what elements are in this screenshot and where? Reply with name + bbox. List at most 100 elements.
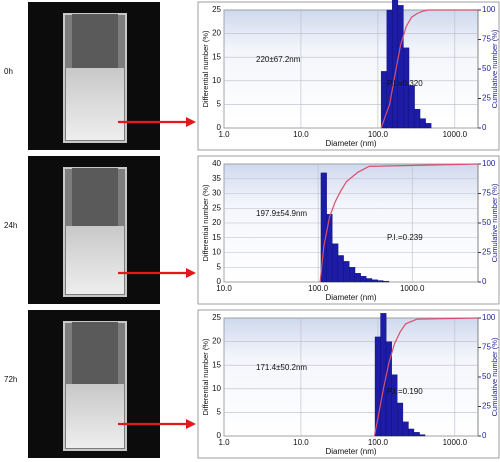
y2-tick-label: 25 (482, 94, 491, 103)
arrow-head (186, 419, 196, 429)
x-tick-label: 1000.0 (443, 438, 468, 447)
x-tick-label: 100.0 (308, 284, 329, 293)
pdi-label: P.I.=0.190 (387, 387, 423, 396)
y-axis-title: Differential number (%) (201, 338, 210, 415)
y-axis-title: Differential number (%) (201, 30, 210, 107)
x-tick-label: 10.0 (293, 438, 309, 447)
y2-tick-label: 100 (482, 5, 496, 14)
bar (402, 421, 409, 437)
bar (408, 85, 415, 129)
bar (360, 275, 367, 283)
size-label: 197.9±54.9nm (256, 209, 307, 218)
x-tick-label: 100.0 (368, 438, 389, 447)
x-tick-label: 10.0 (293, 130, 309, 139)
bar (366, 278, 373, 283)
y-tick-label: 0 (217, 123, 222, 132)
arrow-head (186, 268, 196, 278)
cumulative-line (373, 317, 479, 437)
y-tick-label: 25 (212, 5, 221, 14)
x-tick-label: 1000.0 (443, 130, 468, 139)
x-axis-title: Diameter (nm) (325, 447, 376, 456)
x-axis-title: Diameter (nm) (325, 139, 376, 148)
y-tick-label: 10 (212, 384, 221, 393)
y2-tick-label: 50 (482, 372, 491, 381)
bar (349, 267, 356, 283)
liquid (66, 226, 124, 294)
bar (337, 255, 344, 283)
bar (326, 213, 333, 283)
y2-tick-label: 0 (482, 431, 487, 440)
bar (425, 123, 432, 129)
size-label: 171.4±50.2nm (256, 363, 307, 372)
y2-tick-label: 25 (482, 402, 491, 411)
bar (371, 279, 378, 283)
y-tick-label: 15 (212, 52, 221, 61)
y2-axis-title: Cumulative number (%) (490, 337, 499, 416)
bar (419, 434, 426, 437)
pdi-label: P.I.=0.239 (387, 233, 423, 242)
arrow-head (186, 117, 196, 127)
cumulative-line (380, 9, 478, 129)
y2-tick-label: 0 (482, 123, 487, 132)
plot-area (223, 9, 479, 129)
bar (397, 5, 404, 129)
y-tick-label: 0 (217, 431, 222, 440)
y2-tick-label: 75 (482, 35, 491, 44)
x-tick-label: 100.0 (368, 130, 389, 139)
plot-area (223, 317, 479, 437)
y-tick-label: 25 (212, 313, 221, 322)
bar (354, 272, 361, 283)
y-tick-label: 5 (217, 262, 222, 271)
y-tick-label: 25 (212, 203, 221, 212)
y-tick-label: 40 (212, 159, 221, 168)
y-tick-label: 5 (217, 100, 222, 109)
y2-tick-label: 100 (482, 159, 496, 168)
liquid (66, 68, 124, 140)
time-label: 0h (4, 67, 13, 76)
bar (343, 261, 350, 283)
photo (28, 310, 160, 458)
bar (380, 313, 387, 437)
y2-tick-label: 50 (482, 218, 491, 227)
y-tick-label: 0 (217, 277, 222, 286)
y2-axis-title: Cumulative number (%) (490, 29, 499, 108)
y2-axis-title: Cumulative number (%) (490, 183, 499, 262)
y2-tick-label: 50 (482, 64, 491, 73)
y-tick-label: 30 (212, 189, 221, 198)
y-tick-label: 10 (212, 76, 221, 85)
y-tick-label: 15 (212, 360, 221, 369)
bar (332, 243, 339, 283)
photo (28, 156, 160, 304)
bar (396, 402, 404, 437)
bar (391, 374, 398, 437)
x-tick-label: 1000.0 (400, 284, 425, 293)
time-label: 24h (4, 221, 17, 230)
x-tick-label: 1.0 (218, 438, 230, 447)
y-tick-label: 20 (212, 337, 221, 346)
x-axis-title: Diameter (nm) (325, 293, 376, 302)
y-axis-title: Differential number (%) (201, 184, 210, 261)
y-tick-label: 15 (212, 233, 221, 242)
y-tick-label: 20 (212, 29, 221, 38)
bar (419, 118, 426, 129)
cumulative-line (319, 163, 479, 283)
y2-tick-label: 0 (482, 277, 487, 286)
y-tick-label: 5 (217, 408, 222, 417)
photo (28, 2, 160, 150)
y-tick-label: 10 (212, 248, 221, 257)
pdi-label: P.I.=0.320 (387, 79, 423, 88)
liquid (66, 384, 124, 448)
bar (414, 108, 421, 129)
bar (382, 280, 390, 283)
y-tick-label: 35 (212, 174, 221, 183)
y2-tick-label: 25 (482, 248, 491, 257)
bar (377, 280, 384, 283)
y-tick-label: 20 (212, 218, 221, 227)
y2-tick-label: 100 (482, 313, 496, 322)
bar (413, 432, 420, 437)
x-tick-label: 10.0 (216, 284, 232, 293)
y2-tick-label: 75 (482, 343, 491, 352)
size-label: 220±67.2nm (256, 55, 301, 64)
x-tick-label: 1.0 (218, 130, 230, 139)
